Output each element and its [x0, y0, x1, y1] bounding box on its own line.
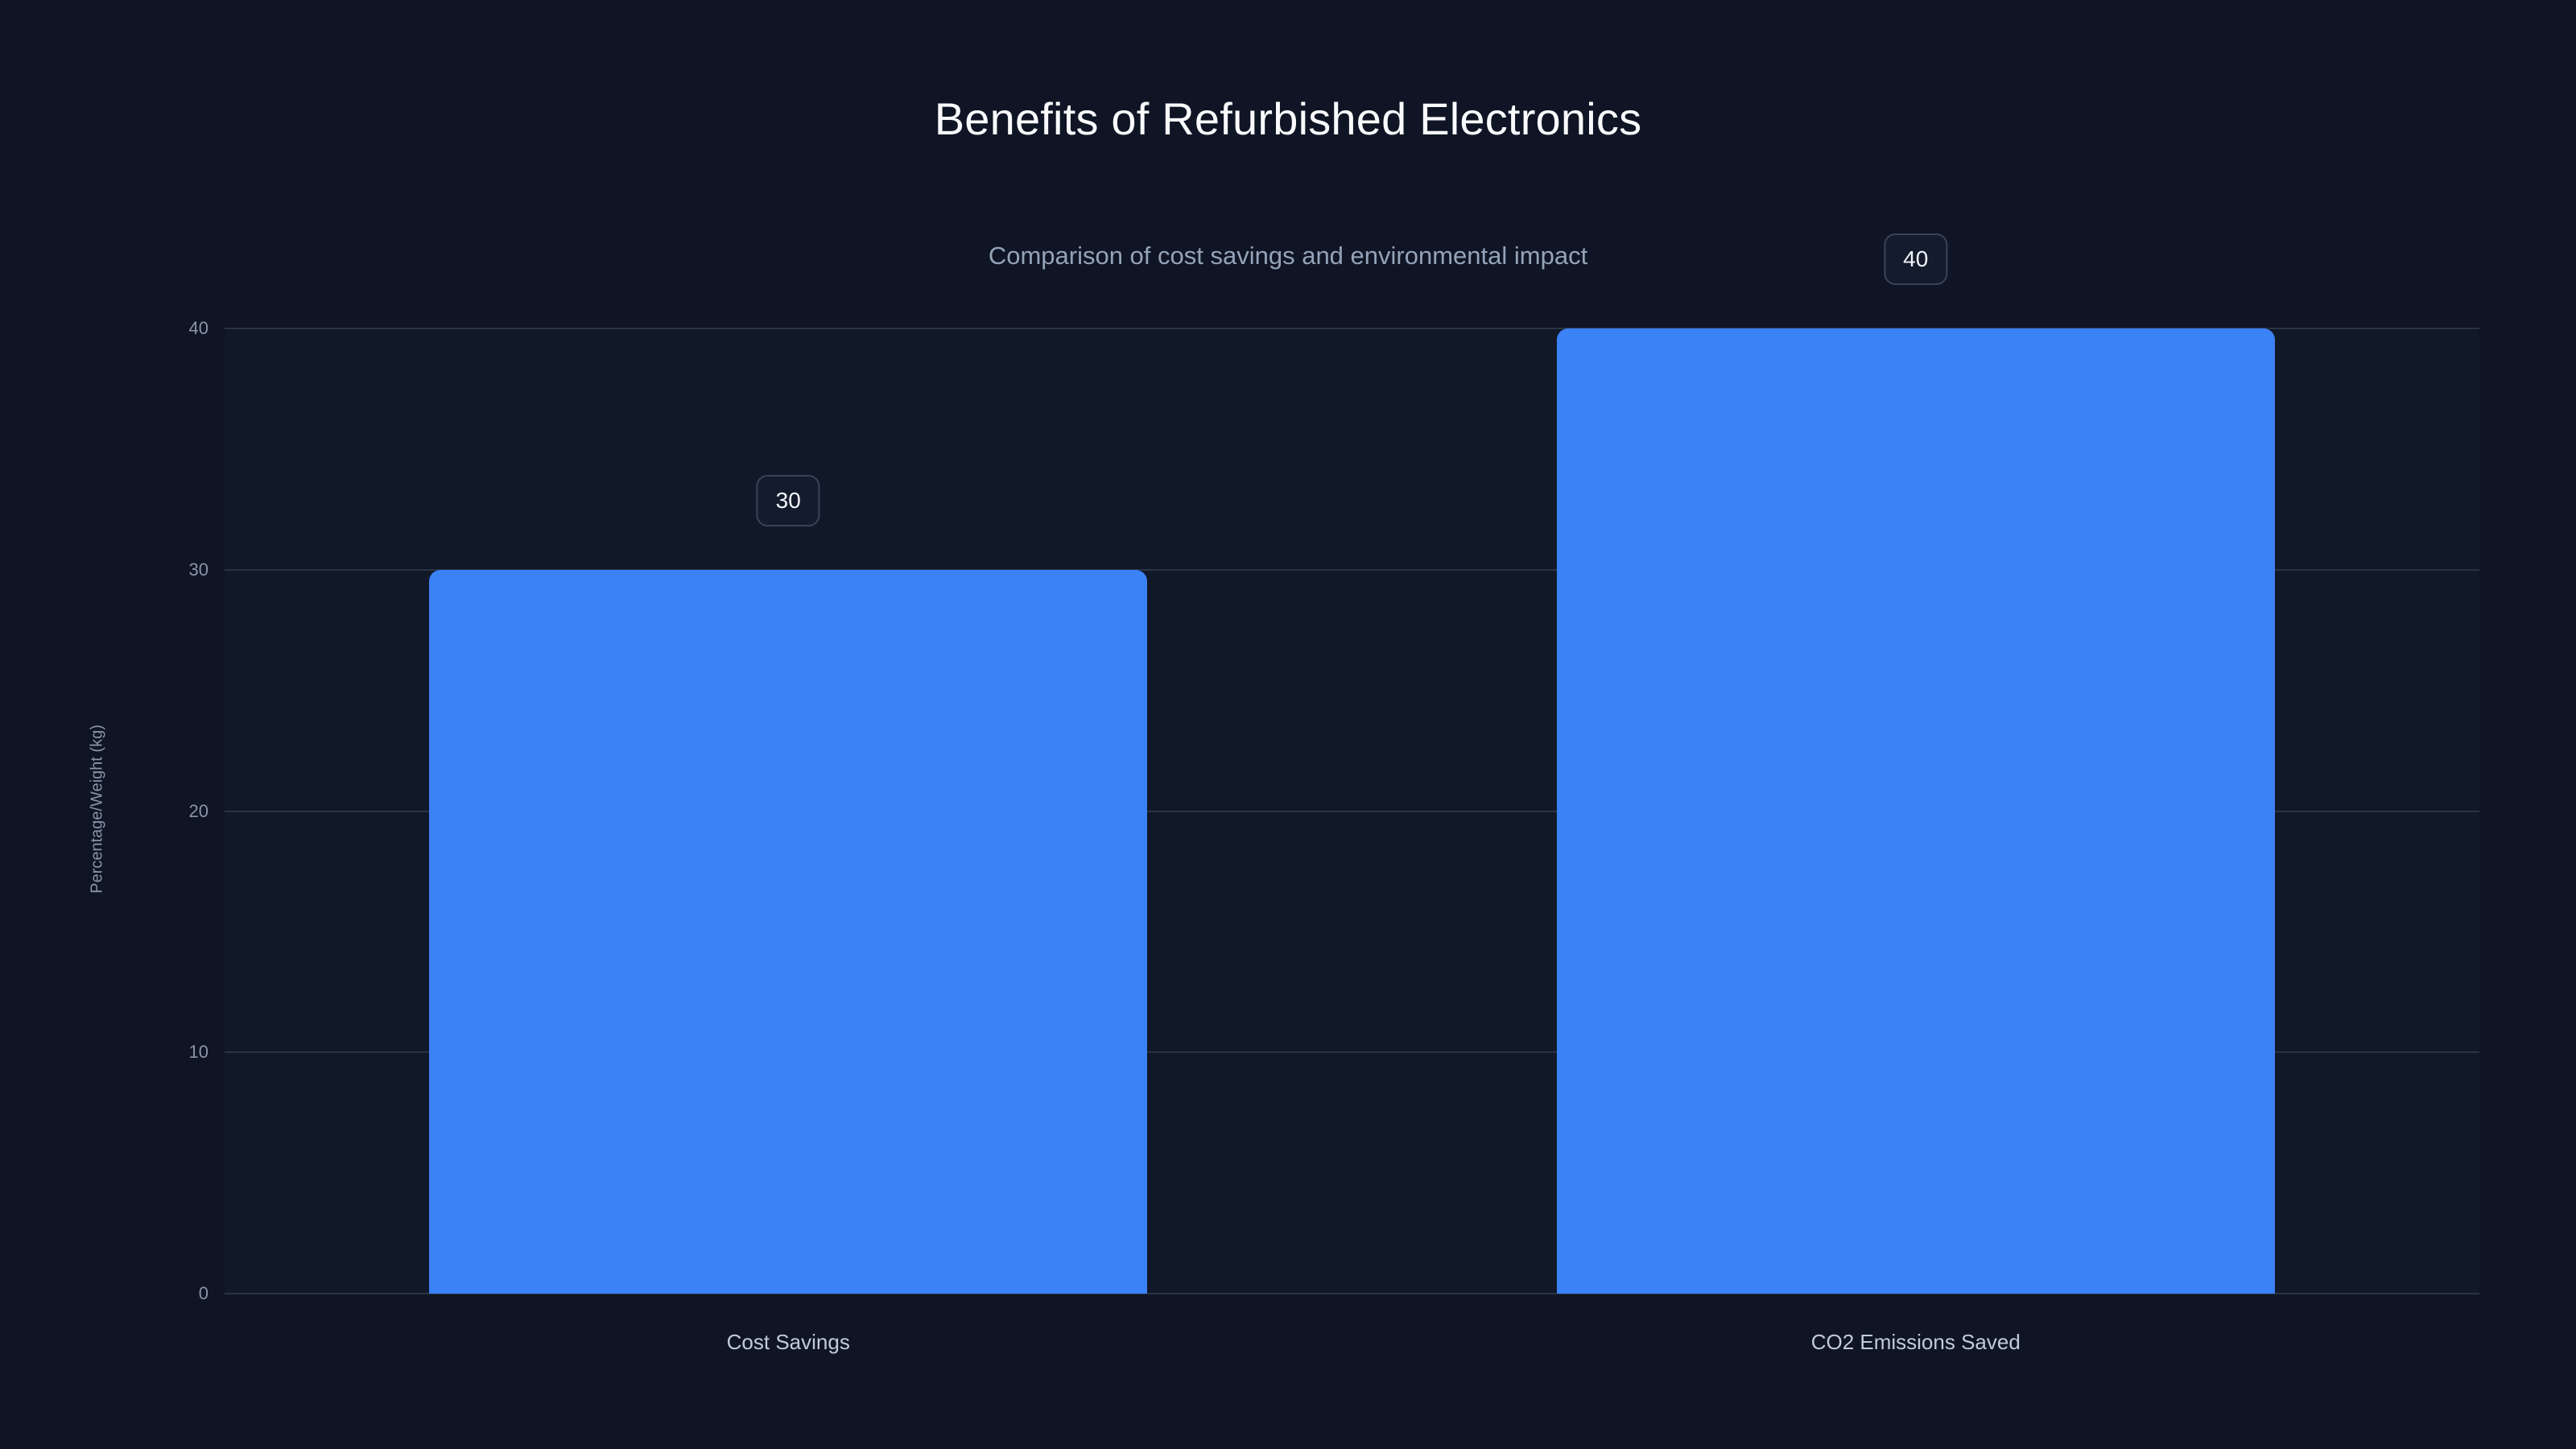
bar-value-label: 30	[756, 474, 820, 526]
bar[interactable]	[429, 569, 1148, 1294]
chart-subtitle: Comparison of cost savings and environme…	[988, 242, 1588, 270]
bar[interactable]	[1556, 328, 2275, 1294]
y-axis-tick-label: 20	[188, 800, 208, 821]
x-axis-category-label: Cost Savings	[726, 1330, 850, 1354]
gridline	[225, 810, 2479, 812]
y-axis-tick-label: 10	[188, 1042, 208, 1063]
gridline	[225, 328, 2479, 329]
gridline	[225, 1051, 2479, 1054]
y-axis-tick-label: 40	[188, 318, 208, 338]
gridline	[225, 1293, 2479, 1294]
plot-area	[225, 328, 2479, 1294]
chart-title: Benefits of Refurbished Electronics	[934, 93, 1642, 144]
bar-value-label: 40	[1884, 233, 1948, 285]
y-axis-title: Percentage/Weight (kg)	[88, 724, 106, 894]
gridline	[225, 568, 2479, 571]
x-axis-category-label: CO2 Emissions Saved	[1810, 1330, 2021, 1354]
y-axis-tick-label: 30	[188, 559, 208, 580]
y-axis-tick-label: 0	[198, 1283, 208, 1303]
